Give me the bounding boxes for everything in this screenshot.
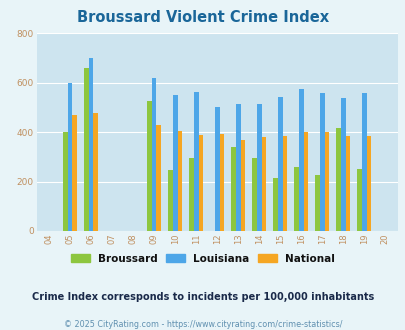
Bar <box>319 93 324 231</box>
Legend: Broussard, Louisiana, National: Broussard, Louisiana, National <box>71 254 334 264</box>
Bar <box>194 92 198 231</box>
Bar <box>252 158 256 231</box>
Bar <box>147 101 151 231</box>
Bar <box>151 78 156 231</box>
Bar <box>235 104 240 231</box>
Bar <box>156 125 161 231</box>
Bar <box>294 167 298 231</box>
Bar <box>361 93 366 231</box>
Bar <box>173 95 177 231</box>
Bar <box>324 132 328 231</box>
Bar <box>219 135 224 231</box>
Bar <box>189 158 194 231</box>
Bar <box>345 136 350 231</box>
Bar <box>214 107 219 231</box>
Bar <box>240 140 245 231</box>
Bar <box>273 178 277 231</box>
Bar <box>256 104 261 231</box>
Text: © 2025 CityRating.com - https://www.cityrating.com/crime-statistics/: © 2025 CityRating.com - https://www.city… <box>64 320 341 329</box>
Bar <box>68 82 72 231</box>
Bar <box>303 132 307 231</box>
Bar <box>168 170 173 231</box>
Bar <box>177 131 182 231</box>
Text: Crime Index corresponds to incidents per 100,000 inhabitants: Crime Index corresponds to incidents per… <box>32 292 373 302</box>
Bar <box>356 169 361 231</box>
Bar <box>198 135 202 231</box>
Bar <box>261 138 266 231</box>
Bar <box>277 97 282 231</box>
Bar <box>93 114 98 231</box>
Bar <box>84 68 89 231</box>
Bar <box>366 136 370 231</box>
Bar <box>63 132 68 231</box>
Bar <box>72 115 77 231</box>
Bar <box>340 98 345 231</box>
Bar <box>335 128 340 231</box>
Bar <box>298 89 303 231</box>
Bar <box>282 136 286 231</box>
Bar <box>315 175 319 231</box>
Text: Broussard Violent Crime Index: Broussard Violent Crime Index <box>77 10 328 25</box>
Bar <box>231 147 235 231</box>
Bar <box>89 58 93 231</box>
